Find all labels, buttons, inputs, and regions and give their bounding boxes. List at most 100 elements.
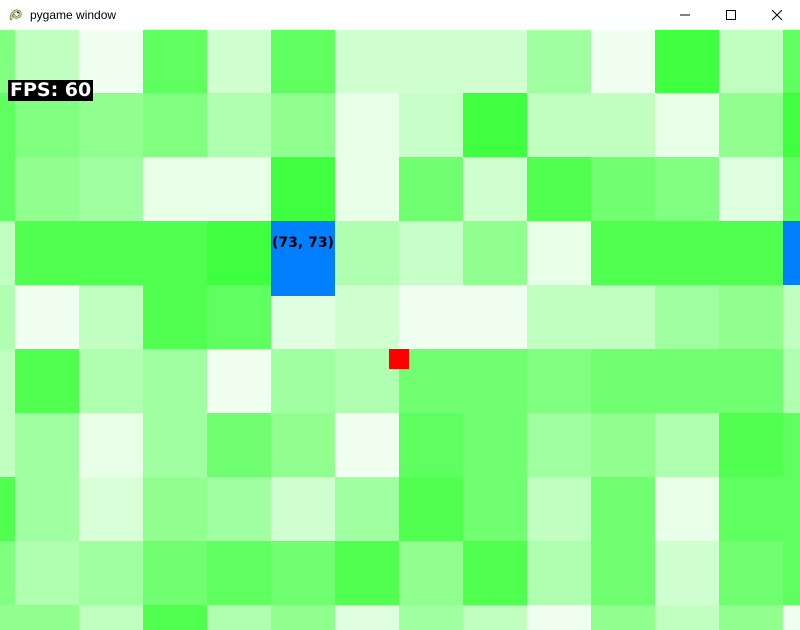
grass-tile	[591, 413, 655, 477]
grass-tile	[527, 285, 591, 349]
minimize-icon	[680, 14, 690, 16]
grass-tile	[335, 541, 399, 605]
grass-tile	[0, 477, 15, 541]
grass-tile	[15, 413, 79, 477]
grass-tile	[591, 477, 655, 541]
grass-tile	[335, 605, 399, 630]
pygame-snake-icon	[8, 7, 24, 23]
grass-tile	[399, 605, 463, 630]
player-tile	[271, 232, 335, 296]
grass-tile	[399, 477, 463, 541]
grass-tile	[15, 541, 79, 605]
grass-tile	[15, 285, 79, 349]
grass-tile	[719, 349, 783, 413]
grass-tile	[783, 157, 800, 221]
grass-tile	[527, 157, 591, 221]
grass-tile	[79, 93, 143, 157]
grass-tile	[143, 30, 207, 93]
grass-tile	[783, 349, 800, 413]
game-canvas[interactable]: (73, 73) FPS: 60	[0, 30, 800, 630]
grass-tile	[207, 541, 271, 605]
grass-tile	[207, 157, 271, 221]
grass-tile	[79, 349, 143, 413]
grass-tile	[335, 349, 399, 413]
grass-tile	[719, 30, 783, 93]
grass-tile	[399, 30, 463, 93]
grass-tile	[79, 285, 143, 349]
grass-tile	[0, 285, 15, 349]
grass-tile	[143, 349, 207, 413]
grass-tile	[399, 93, 463, 157]
grass-tile	[335, 30, 399, 93]
grass-tile	[655, 157, 719, 221]
grass-tile	[463, 93, 527, 157]
grass-tile	[399, 541, 463, 605]
grass-tile	[591, 221, 655, 285]
close-button[interactable]	[754, 0, 800, 30]
grass-tile	[0, 349, 15, 413]
grass-tile	[0, 413, 15, 477]
grass-tile	[79, 157, 143, 221]
maximize-icon	[726, 10, 736, 20]
grass-tile	[399, 157, 463, 221]
grass-tile	[463, 349, 527, 413]
grass-tile	[527, 477, 591, 541]
grass-tile	[0, 30, 15, 93]
grass-tile	[463, 413, 527, 477]
grass-tile	[399, 349, 463, 413]
grass-tile	[655, 93, 719, 157]
grass-tile	[655, 30, 719, 93]
grass-tile	[719, 157, 783, 221]
grass-tile	[207, 477, 271, 541]
grass-tile	[207, 93, 271, 157]
maximize-button[interactable]	[708, 0, 754, 30]
grass-tile	[527, 221, 591, 285]
grass-tile	[271, 349, 335, 413]
grass-tile	[335, 285, 399, 349]
grass-tile	[335, 221, 399, 285]
grass-tile	[143, 477, 207, 541]
grass-tile	[719, 285, 783, 349]
grass-tile	[591, 349, 655, 413]
grass-tile	[0, 605, 15, 630]
grass-tile	[15, 477, 79, 541]
grass-tile	[15, 93, 79, 157]
grass-tile	[463, 285, 527, 349]
grass-tile	[655, 285, 719, 349]
grass-tile	[527, 93, 591, 157]
grass-tile	[527, 605, 591, 630]
grass-tile	[527, 349, 591, 413]
grass-tile	[399, 285, 463, 349]
close-icon	[772, 10, 782, 20]
grass-tile	[783, 541, 800, 605]
minimize-button[interactable]	[662, 0, 708, 30]
grass-tile	[655, 541, 719, 605]
grass-tile	[271, 93, 335, 157]
grass-tile	[591, 157, 655, 221]
grass-tile	[655, 349, 719, 413]
grass-tile	[399, 221, 463, 285]
grass-tile	[143, 541, 207, 605]
grass-tile	[783, 285, 800, 349]
grass-tile	[463, 221, 527, 285]
grass-tile	[0, 93, 15, 157]
grass-tile	[207, 30, 271, 93]
grass-tile	[783, 93, 800, 157]
grass-tile	[79, 477, 143, 541]
grass-tile	[335, 157, 399, 221]
title-bar[interactable]: pygame window	[0, 0, 800, 30]
grass-tile	[79, 221, 143, 285]
grass-tile	[143, 93, 207, 157]
grass-tile	[271, 605, 335, 630]
grass-tile	[335, 93, 399, 157]
grass-tile	[527, 413, 591, 477]
grass-tile	[271, 477, 335, 541]
grass-tile	[207, 285, 271, 349]
grass-tile	[15, 221, 79, 285]
grass-tile	[79, 605, 143, 630]
grass-tile	[271, 413, 335, 477]
grass-tile	[463, 605, 527, 630]
grass-tile	[719, 541, 783, 605]
grass-tile	[783, 221, 800, 285]
